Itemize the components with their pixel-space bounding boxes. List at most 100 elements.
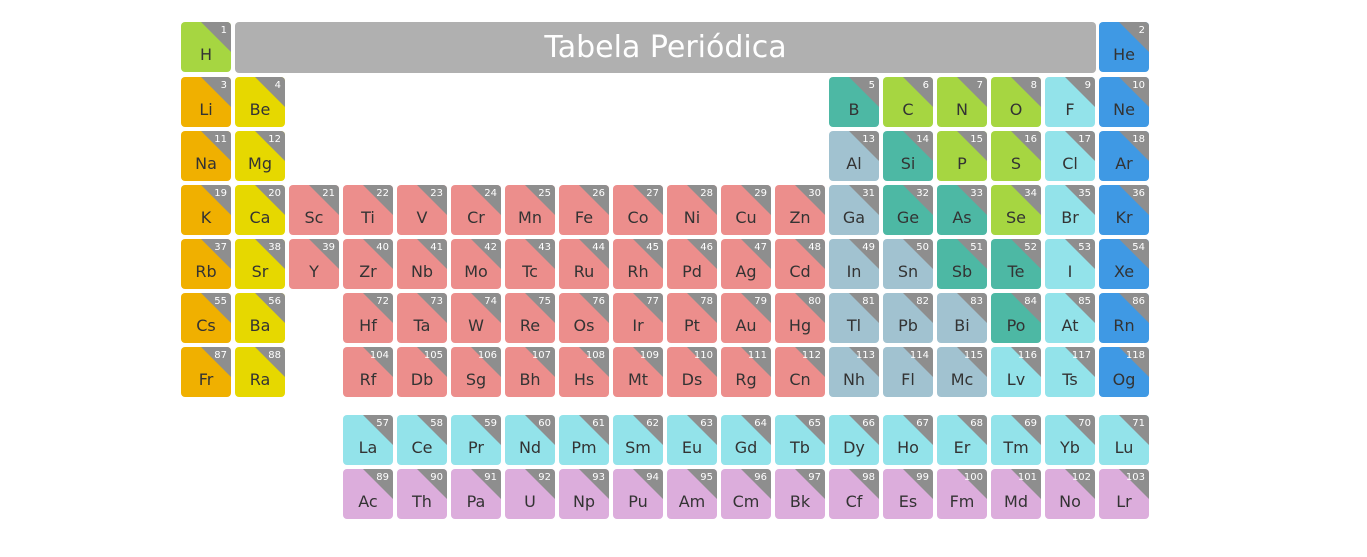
element-cell-w[interactable]: 74 W xyxy=(451,293,501,343)
element-cell-cu[interactable]: 29 Cu xyxy=(721,185,771,235)
element-cell-er[interactable]: 68 Er xyxy=(937,415,987,465)
element-cell-th[interactable]: 90 Th xyxy=(397,469,447,519)
element-cell-ni[interactable]: 28 Ni xyxy=(667,185,717,235)
element-cell-ge[interactable]: 32 Ge xyxy=(883,185,933,235)
element-cell-li[interactable]: 3 Li xyxy=(181,77,231,127)
element-cell-ti[interactable]: 22 Ti xyxy=(343,185,393,235)
element-cell-rg[interactable]: 111 Rg xyxy=(721,347,771,397)
element-cell-cd[interactable]: 48 Cd xyxy=(775,239,825,289)
element-cell-lv[interactable]: 116 Lv xyxy=(991,347,1041,397)
element-cell-tm[interactable]: 69 Tm xyxy=(991,415,1041,465)
element-cell-sb[interactable]: 51 Sb xyxy=(937,239,987,289)
element-cell-rh[interactable]: 45 Rh xyxy=(613,239,663,289)
element-cell-bh[interactable]: 107 Bh xyxy=(505,347,555,397)
element-cell-re[interactable]: 75 Re xyxy=(505,293,555,343)
element-cell-au[interactable]: 79 Au xyxy=(721,293,771,343)
element-cell-ga[interactable]: 31 Ga xyxy=(829,185,879,235)
element-cell-dy[interactable]: 66 Dy xyxy=(829,415,879,465)
element-cell-am[interactable]: 95 Am xyxy=(667,469,717,519)
element-cell-kr[interactable]: 36 Kr xyxy=(1099,185,1149,235)
element-cell-bk[interactable]: 97 Bk xyxy=(775,469,825,519)
element-cell-rb[interactable]: 37 Rb xyxy=(181,239,231,289)
element-cell-pm[interactable]: 61 Pm xyxy=(559,415,609,465)
element-cell-md[interactable]: 101 Md xyxy=(991,469,1041,519)
element-cell-ta[interactable]: 73 Ta xyxy=(397,293,447,343)
element-cell-at[interactable]: 85 At xyxy=(1045,293,1095,343)
element-cell-es[interactable]: 99 Es xyxy=(883,469,933,519)
element-cell-nd[interactable]: 60 Nd xyxy=(505,415,555,465)
element-cell-ce[interactable]: 58 Ce xyxy=(397,415,447,465)
element-cell-u[interactable]: 92 U xyxy=(505,469,555,519)
element-cell-mc[interactable]: 115 Mc xyxy=(937,347,987,397)
element-cell-tl[interactable]: 81 Tl xyxy=(829,293,879,343)
element-cell-p[interactable]: 15 P xyxy=(937,131,987,181)
element-cell-gd[interactable]: 64 Gd xyxy=(721,415,771,465)
element-cell-zn[interactable]: 30 Zn xyxy=(775,185,825,235)
element-cell-og[interactable]: 118 Og xyxy=(1099,347,1149,397)
element-cell-s[interactable]: 16 S xyxy=(991,131,1041,181)
element-cell-fe[interactable]: 26 Fe xyxy=(559,185,609,235)
element-cell-rf[interactable]: 104 Rf xyxy=(343,347,393,397)
element-cell-cl[interactable]: 17 Cl xyxy=(1045,131,1095,181)
element-cell-eu[interactable]: 63 Eu xyxy=(667,415,717,465)
element-cell-nb[interactable]: 41 Nb xyxy=(397,239,447,289)
element-cell-mt[interactable]: 109 Mt xyxy=(613,347,663,397)
element-cell-sg[interactable]: 106 Sg xyxy=(451,347,501,397)
element-cell-tb[interactable]: 65 Tb xyxy=(775,415,825,465)
element-cell-br[interactable]: 35 Br xyxy=(1045,185,1095,235)
element-cell-ba[interactable]: 56 Ba xyxy=(235,293,285,343)
element-cell-rn[interactable]: 86 Rn xyxy=(1099,293,1149,343)
element-cell-sm[interactable]: 62 Sm xyxy=(613,415,663,465)
element-cell-v[interactable]: 23 V xyxy=(397,185,447,235)
element-cell-pd[interactable]: 46 Pd xyxy=(667,239,717,289)
element-cell-pt[interactable]: 78 Pt xyxy=(667,293,717,343)
element-cell-cf[interactable]: 98 Cf xyxy=(829,469,879,519)
element-cell-la[interactable]: 57 La xyxy=(343,415,393,465)
element-cell-sc[interactable]: 21 Sc xyxy=(289,185,339,235)
element-cell-ra[interactable]: 88 Ra xyxy=(235,347,285,397)
element-cell-pr[interactable]: 59 Pr xyxy=(451,415,501,465)
element-cell-se[interactable]: 34 Se xyxy=(991,185,1041,235)
element-cell-zr[interactable]: 40 Zr xyxy=(343,239,393,289)
element-cell-fm[interactable]: 100 Fm xyxy=(937,469,987,519)
element-cell-in[interactable]: 49 In xyxy=(829,239,879,289)
element-cell-bi[interactable]: 83 Bi xyxy=(937,293,987,343)
element-cell-fl[interactable]: 114 Fl xyxy=(883,347,933,397)
element-cell-cm[interactable]: 96 Cm xyxy=(721,469,771,519)
element-cell-ts[interactable]: 117 Ts xyxy=(1045,347,1095,397)
element-cell-db[interactable]: 105 Db xyxy=(397,347,447,397)
element-cell-sn[interactable]: 50 Sn xyxy=(883,239,933,289)
element-cell-ag[interactable]: 47 Ag xyxy=(721,239,771,289)
element-cell-po[interactable]: 84 Po xyxy=(991,293,1041,343)
element-cell-pb[interactable]: 82 Pb xyxy=(883,293,933,343)
element-cell-ds[interactable]: 110 Ds xyxy=(667,347,717,397)
element-cell-be[interactable]: 4 Be xyxy=(235,77,285,127)
element-cell-co[interactable]: 27 Co xyxy=(613,185,663,235)
element-cell-ac[interactable]: 89 Ac xyxy=(343,469,393,519)
element-cell-sr[interactable]: 38 Sr xyxy=(235,239,285,289)
element-cell-ru[interactable]: 44 Ru xyxy=(559,239,609,289)
element-cell-tc[interactable]: 43 Tc xyxy=(505,239,555,289)
element-cell-i[interactable]: 53 I xyxy=(1045,239,1095,289)
element-cell-he[interactable]: 2 He xyxy=(1099,22,1149,72)
element-cell-fr[interactable]: 87 Fr xyxy=(181,347,231,397)
element-cell-cr[interactable]: 24 Cr xyxy=(451,185,501,235)
element-cell-si[interactable]: 14 Si xyxy=(883,131,933,181)
element-cell-mn[interactable]: 25 Mn xyxy=(505,185,555,235)
element-cell-al[interactable]: 13 Al xyxy=(829,131,879,181)
element-cell-nh[interactable]: 113 Nh xyxy=(829,347,879,397)
element-cell-np[interactable]: 93 Np xyxy=(559,469,609,519)
element-cell-yb[interactable]: 70 Yb xyxy=(1045,415,1095,465)
element-cell-cn[interactable]: 112 Cn xyxy=(775,347,825,397)
element-cell-mg[interactable]: 12 Mg xyxy=(235,131,285,181)
element-cell-ca[interactable]: 20 Ca xyxy=(235,185,285,235)
element-cell-ne[interactable]: 10 Ne xyxy=(1099,77,1149,127)
element-cell-lu[interactable]: 71 Lu xyxy=(1099,415,1149,465)
element-cell-ar[interactable]: 18 Ar xyxy=(1099,131,1149,181)
